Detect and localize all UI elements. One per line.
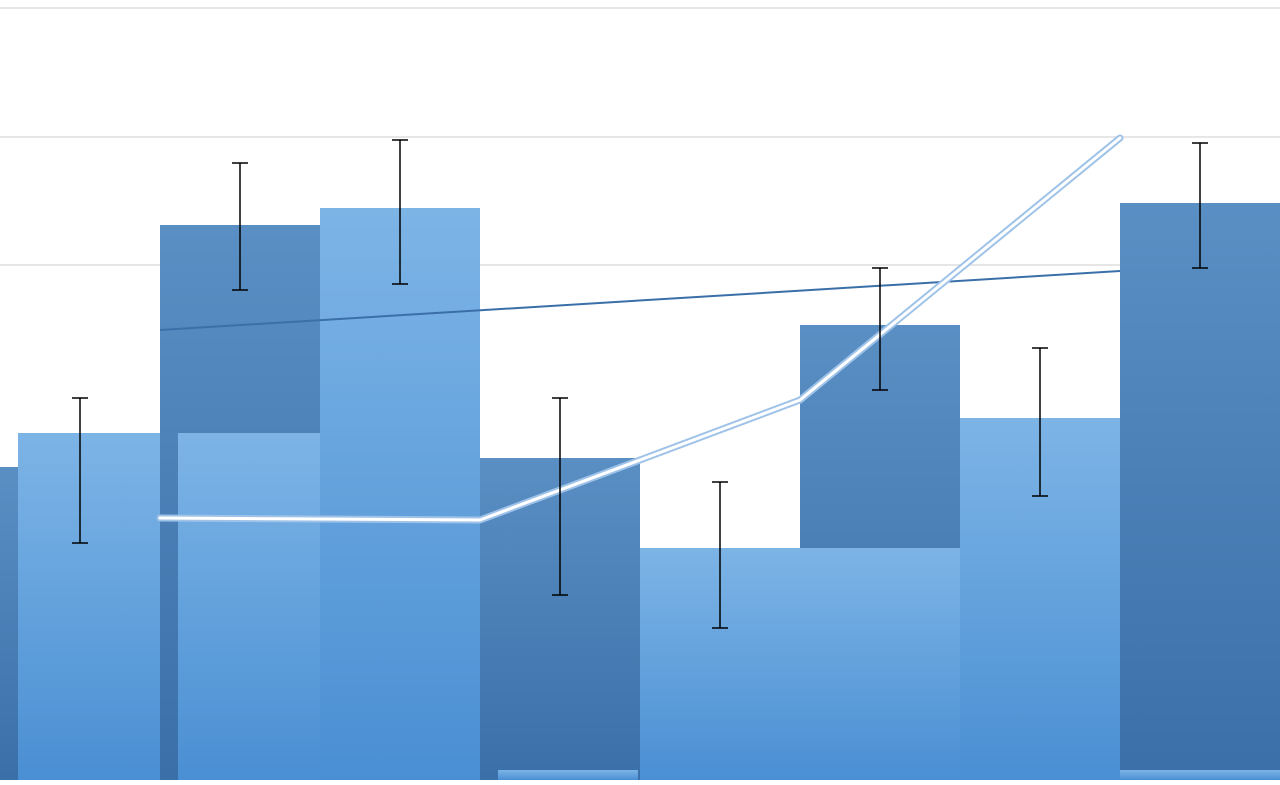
- chart-svg: [0, 0, 1280, 785]
- bar-front: [800, 548, 960, 780]
- bar-front: [18, 433, 160, 780]
- bar-front: [320, 208, 480, 780]
- bar-front: [498, 770, 638, 780]
- combo-bar-line-chart: [0, 0, 1280, 785]
- bar-front: [1120, 770, 1280, 780]
- bar-front: [178, 433, 320, 780]
- bar-back: [1120, 203, 1280, 780]
